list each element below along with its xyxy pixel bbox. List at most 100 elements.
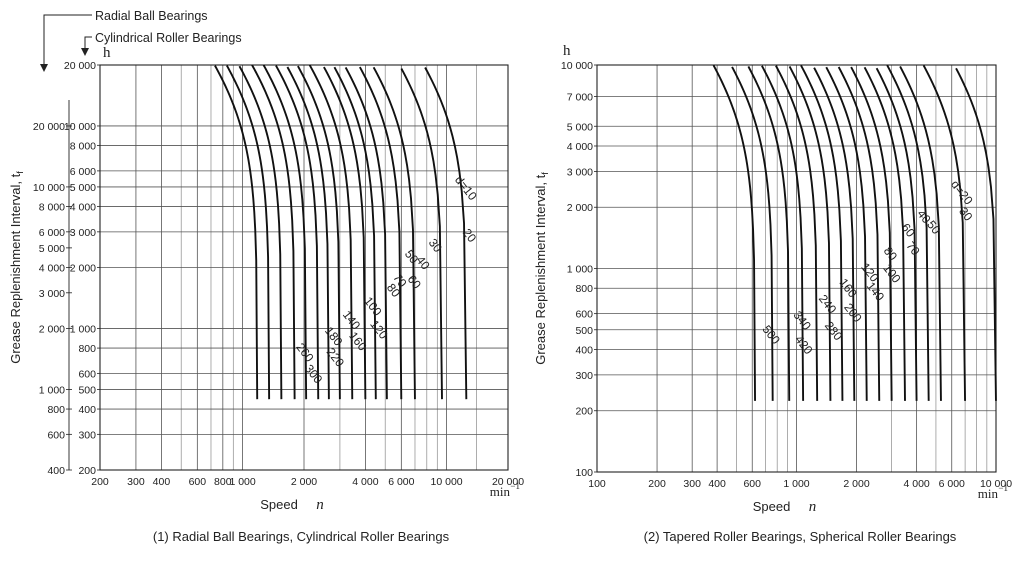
series-line-60 [875,67,918,401]
series-label: 160 [346,329,370,354]
series-line-100 [837,66,881,401]
series-line-120 [286,66,330,400]
y-unit-label: h [103,45,111,61]
x-tick-label: 200 [91,476,109,488]
series-label: 30 [426,236,445,255]
y-tick-label: 5 000 [567,121,593,133]
series-line-50 [344,66,388,400]
y-axis-title-subscript: f [540,172,550,175]
series-line-30 [372,66,416,400]
series-label: 120 [367,317,391,342]
x-tick-label: 300 [683,478,701,490]
header-outer-arrow [43,14,92,66]
y-tick-label: 10 000 [64,121,96,133]
outer-y-tick-label: 1 000 [39,384,65,396]
x-tick-label: 6 000 [939,478,965,490]
outer-y-tick-label: 20 000 [33,121,65,133]
y-tick-label: 6 000 [70,166,96,178]
y-tick-label: 500 [78,384,96,396]
series-line-300 [214,65,259,400]
series-label: d=10 [452,173,480,203]
y-tick-label: 1 000 [567,264,593,276]
y-tick-label: 600 [78,368,96,380]
series-line-180 [251,64,296,400]
x-tick-label: 300 [127,476,145,488]
y-tick-label: 4 000 [567,141,593,153]
series-line-40 [359,66,403,400]
x-unit-label: min [978,486,999,501]
y-axis-title-subscript: f [15,171,25,174]
series-label: 340 [791,308,815,333]
chart-panel-2: d=20304050607080100120140160200240280340… [533,43,1012,544]
x-tick-label: 2 000 [291,476,317,488]
y-tick-label: 500 [575,325,593,337]
y-tick-label: 2 000 [70,263,96,275]
y-tick-label: 20 000 [64,60,96,72]
series-line-70 [323,66,367,400]
series-line-220 [238,65,283,400]
series-line-50 [886,64,930,401]
y-tick-label: 400 [78,404,96,416]
series-line-60 [333,66,377,400]
y-tick-label: 300 [78,429,96,441]
outer-y-tick-label: 800 [47,404,65,416]
x-unit-label: min [490,484,511,499]
x-tick-label: 600 [189,476,207,488]
x-tick-label: 1 000 [229,476,255,488]
series-label: 420 [792,333,816,358]
series-line-d-10 [424,67,468,400]
series-line-40 [899,66,942,401]
series-label: 240 [816,292,840,317]
outer-y-tick-label: 600 [47,429,65,441]
outer-y-tick-label: 5 000 [39,243,65,255]
x-tick-label: 1 000 [783,478,809,490]
y-tick-label: 3 000 [567,166,593,178]
y-tick-label: 4 000 [70,202,96,214]
x-axis-symbol: n [316,497,324,513]
y-tick-label: 200 [575,406,593,418]
outer-y-tick-label: 400 [47,465,65,477]
x-tick-label: 4 000 [352,476,378,488]
x-unit-exponent: −1 [510,481,520,491]
outer-y-tick-label: 2 000 [39,323,65,335]
y-tick-label: 8 000 [70,141,96,153]
series-line-260 [226,65,271,400]
x-tick-label: 10 000 [431,476,463,488]
x-tick-label: 6 000 [388,476,414,488]
header-radial-ball: Radial Ball Bearings [95,9,208,23]
y-tick-label: 800 [78,343,96,355]
series-line-200 [788,66,832,401]
y-tick-label: 400 [575,344,593,356]
x-tick-label: 100 [588,478,606,490]
header-outer-arrowhead [40,64,48,72]
series-label: 200 [841,300,865,325]
series-line-280 [761,65,805,401]
y-axis-title: Grease Replenishment Interval, tf [533,172,550,365]
y-tick-label: 800 [575,283,593,295]
series-line-340 [747,66,791,401]
series-line-80 [308,64,354,400]
x-unit-exponent: −1 [998,483,1008,493]
y-tick-label: 3 000 [70,227,96,239]
y-tick-label: 300 [575,370,593,382]
x-axis-title: Speed [260,497,298,512]
y-tick-label: 200 [78,465,96,477]
series-line-d-20 [955,67,997,401]
series-line-100 [297,65,341,400]
x-tick-label: 10 000 [980,478,1012,490]
x-tick-label: 2 000 [843,478,869,490]
outer-y-tick-label: 10 000 [33,182,65,194]
header-inner-arrowhead [81,48,89,56]
series-line-420 [731,66,774,401]
series-line-240 [775,65,819,401]
series-line-160 [800,64,844,401]
chart-panel-1: d=10203040506070801001201401601802202603… [8,9,524,544]
series-line-140 [813,67,856,401]
series-line-120 [825,66,868,401]
y-tick-label: 600 [575,309,593,321]
y-tick-label: 1 000 [70,323,96,335]
x-tick-label: 600 [743,478,761,490]
x-tick-label: 800 [214,476,232,488]
x-tick-label: 200 [648,478,666,490]
